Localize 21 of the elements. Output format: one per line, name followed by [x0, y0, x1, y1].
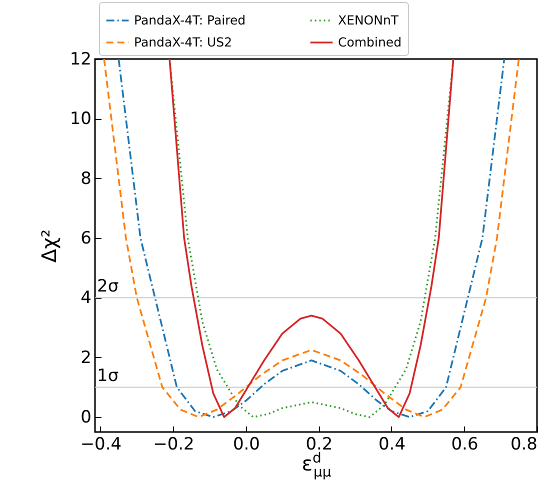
y-tick-label: 12: [70, 50, 92, 70]
x-tick-label: −0.4: [80, 434, 122, 454]
line-series: [168, 59, 454, 418]
y-tick-label: 4: [80, 288, 92, 308]
legend-label: Combined: [338, 34, 402, 50]
y-tick-label: 6: [80, 228, 92, 249]
y-tick-label: 8: [80, 168, 92, 189]
legend-label: XENONnT: [338, 12, 399, 28]
y-tick-label: 2: [80, 348, 92, 368]
legend-label: PandaX-4T: Paired: [134, 12, 246, 28]
x-tick-label: 0.4: [378, 434, 406, 454]
ref-line-label: 2σ: [97, 276, 119, 297]
y-tick-label: 0: [80, 408, 92, 428]
y-axis-title: Δχ²: [36, 229, 61, 263]
x-tick-label: −0.2: [153, 434, 194, 454]
x-tick-label: 0.6: [451, 434, 478, 454]
x-tick-label: 0.8: [510, 434, 538, 454]
y-tick-label: 10: [70, 109, 92, 130]
ref-line-label: 1σ: [97, 366, 119, 386]
legend-label: PandaX-4T: US2: [134, 34, 232, 50]
x-tick-label: 0.0: [232, 434, 260, 454]
